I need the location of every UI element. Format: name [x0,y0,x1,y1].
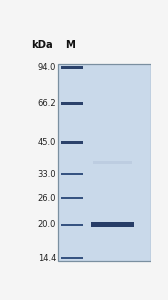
Bar [61,173,83,175]
Text: 45.0: 45.0 [38,138,56,147]
Bar [93,161,132,164]
Bar [61,224,83,226]
FancyBboxPatch shape [58,64,151,261]
Text: 94.0: 94.0 [38,63,56,72]
Text: 26.0: 26.0 [38,194,56,203]
Bar [61,66,83,70]
Text: 33.0: 33.0 [37,169,56,178]
Text: 20.0: 20.0 [38,220,56,230]
Text: kDa: kDa [31,40,53,50]
Text: 66.2: 66.2 [37,99,56,108]
Bar [61,141,83,144]
Bar [61,102,83,105]
Bar [91,222,134,227]
Bar [61,257,83,259]
Text: 14.4: 14.4 [38,254,56,263]
Text: M: M [66,40,75,50]
Bar [61,197,83,199]
